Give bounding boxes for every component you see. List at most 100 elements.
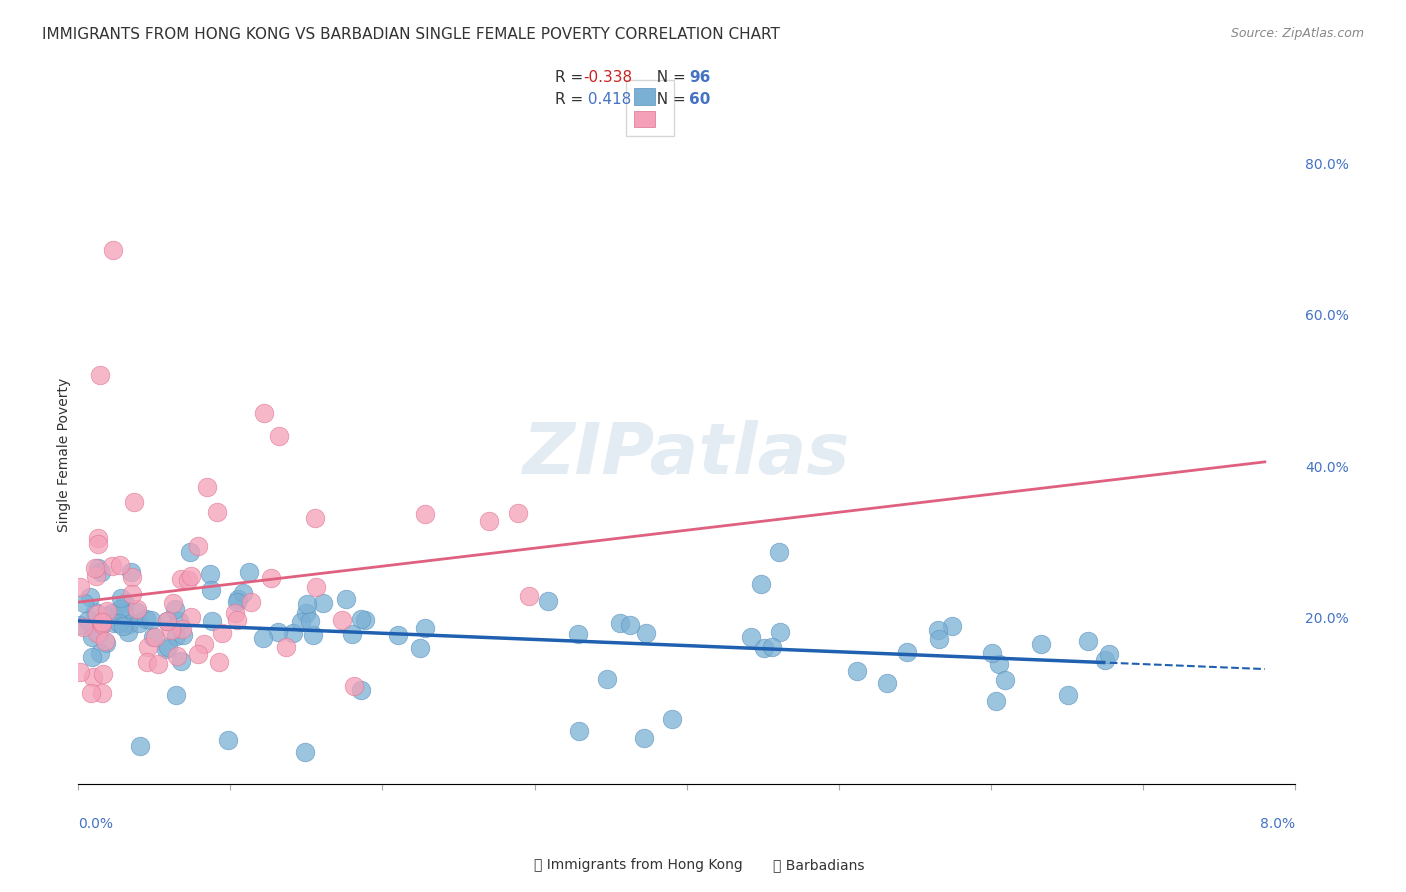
Point — [200, 583, 222, 598]
Point — [120, 565, 142, 579]
Point — [87, 531, 110, 545]
Point — [335, 592, 357, 607]
Point — [205, 505, 228, 519]
Point — [740, 630, 762, 644]
Point — [90, 566, 112, 580]
Point — [1098, 647, 1121, 661]
Point — [415, 507, 437, 521]
Point — [108, 558, 131, 573]
Point — [1077, 633, 1099, 648]
Point — [294, 745, 316, 759]
Point — [305, 581, 328, 595]
Point — [143, 630, 166, 644]
Point — [156, 614, 179, 628]
Point — [122, 495, 145, 509]
Point — [89, 368, 111, 383]
Point — [276, 640, 298, 654]
Point — [413, 621, 436, 635]
Point — [69, 665, 91, 679]
Point — [111, 619, 134, 633]
Point — [156, 614, 179, 628]
Point — [195, 480, 218, 494]
Point — [876, 676, 898, 690]
Point — [211, 625, 233, 640]
Point — [283, 626, 305, 640]
Point — [661, 712, 683, 726]
Point — [84, 569, 107, 583]
Point — [110, 591, 132, 605]
Point — [253, 406, 276, 420]
Point — [238, 565, 260, 579]
Point — [260, 571, 283, 585]
Text: N =: N = — [647, 70, 690, 85]
Point — [94, 634, 117, 648]
Point — [269, 429, 291, 443]
Point — [180, 569, 202, 583]
Point — [101, 558, 124, 573]
Point — [86, 607, 108, 621]
Point — [162, 596, 184, 610]
Point — [179, 544, 201, 558]
Point — [240, 595, 263, 609]
Point — [165, 629, 187, 643]
Text: 0.418: 0.418 — [583, 93, 631, 107]
Point — [634, 625, 657, 640]
Point — [846, 664, 869, 678]
Point — [94, 635, 117, 649]
Point — [84, 605, 107, 619]
Point — [633, 731, 655, 746]
Point — [146, 657, 169, 671]
Point — [927, 623, 949, 637]
Point — [118, 617, 141, 632]
Point — [295, 607, 318, 621]
Point — [117, 625, 139, 640]
Point — [609, 616, 631, 631]
Point — [350, 683, 373, 698]
Text: N =: N = — [647, 93, 690, 107]
Point — [267, 625, 290, 640]
Point — [297, 597, 319, 611]
Point — [80, 630, 103, 644]
Point — [198, 567, 221, 582]
Point — [136, 655, 159, 669]
Point — [354, 613, 377, 627]
Point — [114, 606, 136, 620]
Text: ZIPatlas: ZIPatlas — [523, 420, 851, 489]
Point — [82, 650, 104, 665]
Point — [896, 644, 918, 658]
Point — [311, 596, 333, 610]
Point — [1056, 688, 1078, 702]
Point — [170, 572, 193, 586]
Point — [478, 514, 501, 528]
Point — [91, 686, 114, 700]
Legend: , : , — [626, 79, 675, 136]
Text: 60: 60 — [689, 93, 710, 107]
Point — [79, 686, 101, 700]
Point — [87, 537, 110, 551]
Point — [82, 670, 104, 684]
Point — [86, 625, 108, 640]
Point — [749, 577, 772, 591]
Point — [83, 560, 105, 574]
Point — [69, 617, 91, 632]
Text: -0.338: -0.338 — [583, 70, 633, 85]
Point — [87, 561, 110, 575]
Point — [187, 647, 209, 661]
Text: IMMIGRANTS FROM HONG KONG VS BARBADIAN SINGLE FEMALE POVERTY CORRELATION CHART: IMMIGRANTS FROM HONG KONG VS BARBADIAN S… — [42, 27, 780, 42]
Point — [224, 606, 246, 620]
Text: Source: ZipAtlas.com: Source: ZipAtlas.com — [1230, 27, 1364, 40]
Point — [567, 627, 589, 641]
Point — [121, 587, 143, 601]
Point — [981, 646, 1004, 660]
Point — [108, 615, 131, 630]
Point — [110, 602, 132, 616]
Point — [127, 602, 149, 616]
Point — [103, 616, 125, 631]
Point — [166, 648, 188, 663]
Point — [768, 545, 790, 559]
Point — [96, 608, 118, 623]
Point — [201, 615, 224, 629]
Point — [752, 641, 775, 656]
Point — [172, 627, 194, 641]
Point — [508, 506, 530, 520]
